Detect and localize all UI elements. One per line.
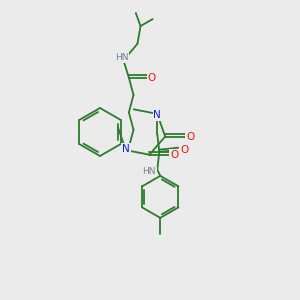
Text: O: O	[170, 150, 178, 160]
Text: O: O	[148, 73, 156, 82]
Text: HN: HN	[115, 53, 129, 62]
Text: O: O	[180, 145, 188, 155]
Text: N: N	[122, 144, 130, 154]
Text: N: N	[153, 110, 161, 120]
Text: HN: HN	[142, 167, 156, 176]
Text: O: O	[186, 131, 194, 142]
